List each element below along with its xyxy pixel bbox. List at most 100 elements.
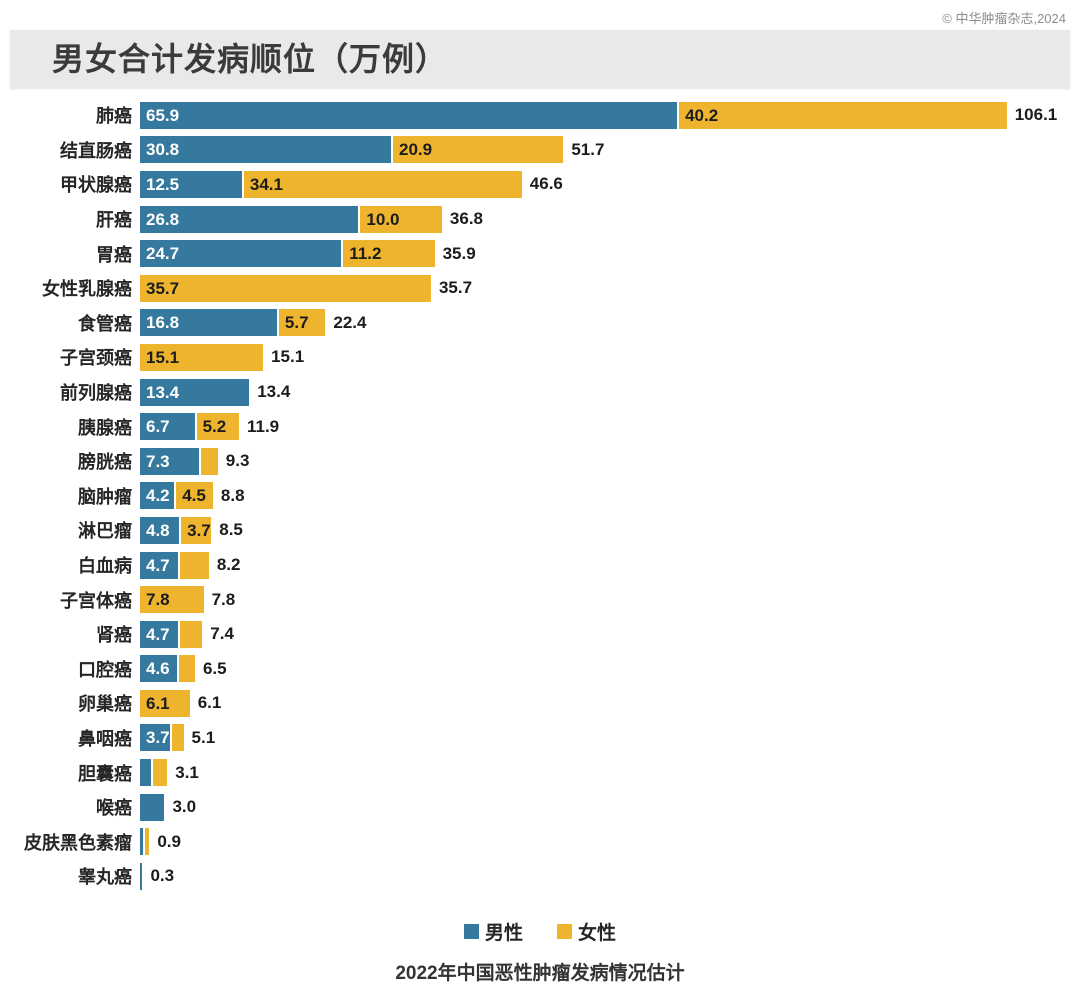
male-bar-segment: 4.8 — [140, 516, 180, 544]
row-label: 肝癌 — [96, 210, 132, 231]
chart-row: 甲状腺癌 12.5 34.1 46.6 — [0, 167, 1080, 202]
total-value-label: 22.4 — [333, 312, 367, 332]
bar-group: 16.8 5.7 22.4 — [140, 309, 367, 337]
total-value-label: 35.9 — [442, 243, 476, 263]
chart-row: 膀胱癌 7.3 9.3 — [0, 444, 1080, 479]
legend-label-female: 女性 — [578, 923, 617, 944]
total-value-label: 9.3 — [225, 451, 250, 471]
row-label: 食管癌 — [78, 313, 132, 334]
male-bar-segment-value: 12.5 — [146, 174, 180, 194]
bar-group: 4.7 7.4 — [140, 620, 234, 648]
row-label: 肺癌 — [96, 106, 132, 127]
male-bar-segment: 30.8 — [140, 136, 392, 164]
total-value-label: 51.7 — [571, 139, 605, 159]
bar-group: 6.7 5.2 11.9 — [140, 413, 280, 441]
female-bar-segment: 15.1 — [140, 343, 264, 371]
female-bar-segment-value: 3.7 — [187, 520, 211, 540]
male-bar-segment: 4.6 — [140, 655, 178, 683]
male-bar-segment: 7.3 — [140, 447, 200, 475]
male-bar-segment-value: 4.7 — [146, 624, 170, 644]
chart-row: 睾丸癌 0.3 — [0, 859, 1080, 894]
row-label: 卵巢癌 — [78, 694, 132, 715]
chart-legend: 男性 女性 — [0, 918, 1080, 945]
row-label: 皮肤黑色素瘤 — [24, 832, 132, 853]
total-value-label: 46.6 — [529, 174, 563, 194]
male-bar-segment: 26.8 — [140, 205, 359, 233]
female-color-swatch — [557, 924, 572, 939]
bar-group: 4.7 8.2 — [140, 551, 240, 579]
chart-row: 子宫体癌 7.8 7.8 — [0, 582, 1080, 617]
female-bar-segment-value: 4.5 — [182, 486, 206, 506]
row-label: 淋巴瘤 — [78, 521, 132, 542]
female-bar-segment: 4.5 — [176, 482, 213, 510]
female-bar-segment: 5.7 — [278, 309, 326, 337]
female-bar-segment-value: 11.2 — [349, 244, 382, 264]
bar-group: 65.9 40.2 106.1 — [140, 101, 1057, 129]
female-bar-segment: 11.2 — [343, 240, 435, 268]
total-value-label: 11.9 — [246, 416, 280, 436]
row-label: 脑肿瘤 — [78, 486, 132, 507]
male-bar-segment: 65.9 — [140, 101, 678, 129]
bar-group: 26.8 10.0 36.8 — [140, 205, 483, 233]
female-bar-segment: 10.0 — [360, 205, 442, 233]
copyright-text: © 中华肿瘤杂志,2024 — [942, 11, 1066, 26]
total-value-label: 8.8 — [220, 485, 245, 505]
total-value-label: 3.1 — [175, 762, 199, 782]
row-label: 睾丸癌 — [78, 867, 132, 888]
bar-group: 4.2 4.5 8.8 — [140, 482, 245, 510]
row-label: 女性乳腺癌 — [42, 279, 132, 300]
chart-row: 前列腺癌 13.4 13.4 — [0, 375, 1080, 410]
bar-group: 3.7 5.1 — [140, 724, 216, 752]
chart-row: 胰腺癌 6.7 5.2 11.9 — [0, 409, 1080, 444]
total-value-label: 0.3 — [150, 866, 175, 886]
total-value-label: 3.0 — [172, 797, 197, 817]
female-bar-segment — [145, 828, 150, 856]
total-value-label: 8.5 — [219, 520, 243, 540]
chart-caption: 2022年中国恶性肿瘤发病情况估计 — [395, 963, 685, 984]
female-bar-segment: 5.2 — [196, 413, 239, 441]
row-label: 前列腺癌 — [60, 383, 132, 404]
total-value-label: 13.4 — [257, 382, 291, 402]
bar-group: 6.1 6.1 — [140, 689, 221, 717]
chart-row: 结直肠癌 30.8 20.9 51.7 — [0, 133, 1080, 168]
row-label: 甲状腺癌 — [60, 175, 132, 196]
chart-row: 皮肤黑色素瘤 0.9 — [0, 824, 1080, 859]
chart-row: 淋巴瘤 4.8 3.7 8.5 — [0, 513, 1080, 548]
male-bar-segment: 3.7 — [140, 724, 171, 752]
bar-group: 24.7 11.2 35.9 — [140, 240, 476, 268]
row-label: 胃癌 — [96, 244, 132, 265]
female-bar-segment-value: 15.1 — [146, 347, 180, 367]
male-bar-segment-value: 4.8 — [146, 520, 170, 540]
bar-group: 12.5 34.1 46.6 — [140, 170, 563, 198]
chart-row: 鼻咽癌 3.7 5.1 — [0, 721, 1080, 756]
bar-group: 35.7 35.7 — [140, 274, 472, 302]
female-bar-segment-value: 34.1 — [249, 174, 283, 194]
bar-group: 0.9 — [140, 828, 181, 856]
male-bar-segment-value: 4.6 — [146, 659, 170, 679]
female-bar-segment — [201, 447, 218, 475]
male-bar-segment-value: 6.7 — [146, 417, 170, 437]
bar-group: 7.3 9.3 — [140, 447, 250, 475]
total-value-label: 7.8 — [211, 589, 236, 609]
male-bar-segment — [140, 793, 165, 821]
male-bar-segment-value: 4.7 — [146, 555, 170, 575]
female-bar-segment: 35.7 — [140, 274, 431, 302]
male-bar-segment: 16.8 — [140, 309, 277, 337]
male-bar-segment-value: 30.8 — [146, 140, 180, 160]
bar-group: 4.8 3.7 8.5 — [140, 516, 243, 544]
female-bar-segment-value: 20.9 — [399, 140, 433, 160]
female-bar-segment — [180, 551, 209, 579]
female-bar-segment-value: 5.2 — [202, 417, 227, 437]
legend-label-male: 男性 — [484, 923, 523, 944]
chart-row: 脑肿瘤 4.2 4.5 8.8 — [0, 479, 1080, 514]
male-bar-segment: 13.4 — [140, 378, 250, 406]
female-bar-segment: 7.8 — [140, 586, 204, 614]
bar-group: 7.8 7.8 — [140, 586, 236, 614]
male-bar-segment-value: 24.7 — [146, 244, 180, 264]
row-label: 结直肠癌 — [60, 140, 132, 161]
female-bar-segment: 34.1 — [243, 170, 522, 198]
male-bar-segment-value: 4.2 — [146, 486, 170, 506]
female-bar-segment: 20.9 — [393, 136, 564, 164]
male-bar-segment-value: 3.7 — [146, 728, 170, 748]
total-value-label: 5.1 — [191, 727, 216, 747]
